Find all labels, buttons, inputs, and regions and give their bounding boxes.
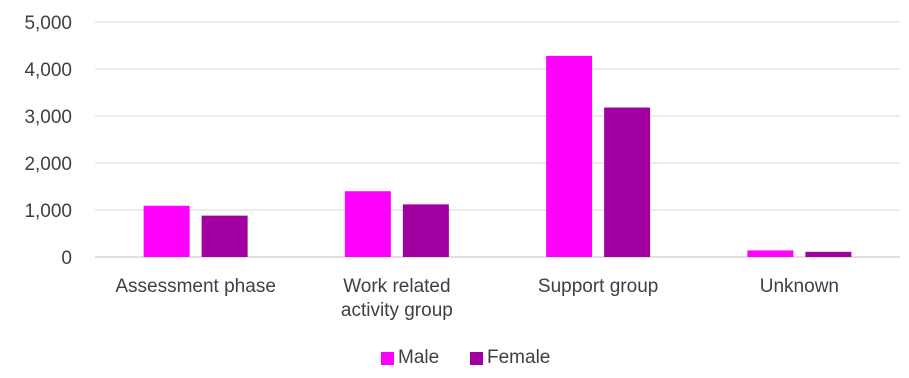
- bar-male: [344, 191, 391, 257]
- x-category-label: Unknown: [760, 276, 839, 297]
- legend-item-male: Male: [381, 348, 439, 368]
- y-axis-tick-labels: 0 1,000 2,000 3,000 4,000 5,000: [24, 13, 72, 269]
- bar-male: [143, 205, 190, 257]
- legend-swatch-female: [470, 351, 483, 365]
- x-category-label: Work related activity group: [341, 276, 453, 321]
- y-tick-label: 4,000: [24, 60, 72, 81]
- legend: Male Female: [0, 348, 909, 378]
- legend-swatch-male: [381, 351, 394, 365]
- y-tick-label: 5,000: [24, 13, 72, 34]
- bars: [143, 55, 852, 258]
- legend-item-female: Female: [470, 348, 550, 368]
- y-tick-label: 0: [61, 248, 72, 269]
- x-category-label: Support group: [538, 276, 658, 297]
- bar-female: [201, 215, 248, 257]
- y-tick-label: 1,000: [24, 201, 72, 222]
- y-tick-label: 2,000: [24, 154, 72, 175]
- bar-female: [402, 204, 449, 257]
- bar-male: [747, 250, 794, 257]
- legend-label-male: Male: [398, 347, 440, 368]
- x-axis-category-labels: Assessment phase Work related activity gro…: [115, 276, 839, 321]
- bar-female: [604, 107, 651, 257]
- bar-male: [546, 55, 593, 258]
- bar-female: [805, 251, 852, 257]
- legend-label-female: Female: [487, 347, 551, 368]
- x-category-label: Assessment phase: [115, 276, 276, 297]
- y-tick-label: 3,000: [24, 107, 72, 128]
